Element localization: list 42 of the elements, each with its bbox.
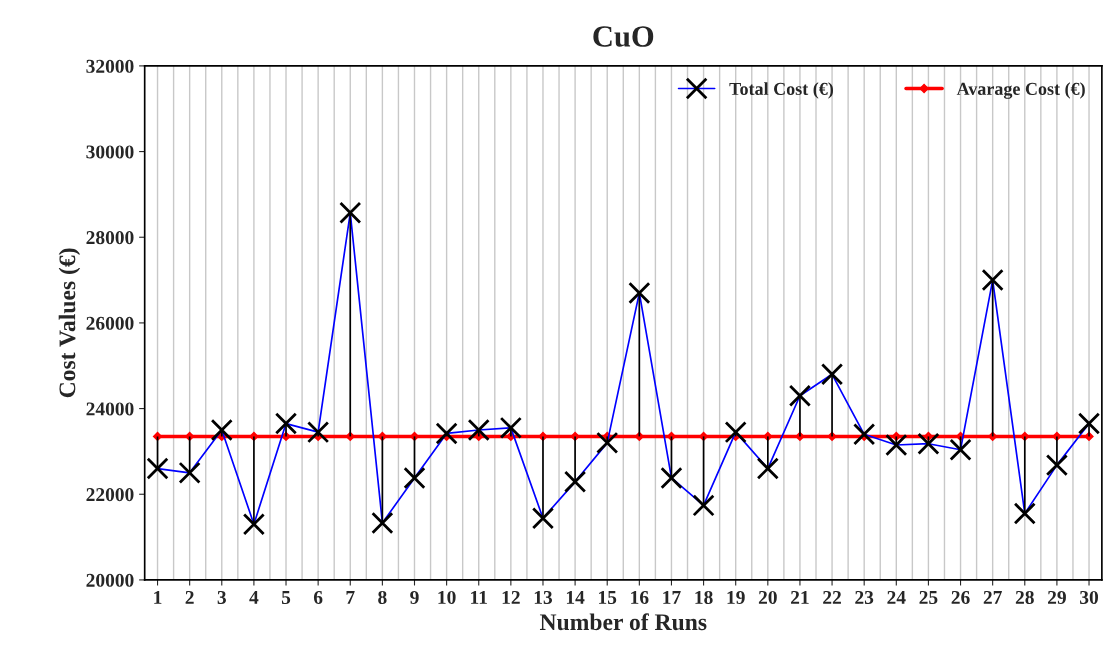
x-tick-label: 23	[855, 590, 874, 605]
y-tick-label: 20000	[86, 573, 134, 587]
x-axis-title: Number of Runs	[539, 613, 707, 631]
legend-label: Avarage Cost (€)	[956, 82, 1085, 99]
x-tick-label: 18	[695, 590, 713, 605]
x-tick-label: 11	[471, 590, 487, 604]
x-tick-label: 12	[502, 590, 520, 604]
x-tick-label: 16	[631, 590, 649, 605]
y-tick-label: 26000	[86, 316, 134, 330]
x-tick-label: 1	[154, 590, 162, 604]
x-tick-label: 25	[919, 590, 938, 605]
y-tick-label: 24000	[86, 402, 134, 416]
x-tick-label: 2	[185, 590, 194, 604]
x-tick-label: 3	[217, 590, 226, 605]
x-tick-label: 30	[1080, 590, 1098, 605]
y-tick-label: 22000	[86, 488, 134, 502]
y-tick-label: 32000	[86, 59, 134, 73]
x-tick-label: 19	[727, 590, 745, 605]
x-tick-label: 6	[313, 590, 323, 605]
legend-label: Total Cost (€)	[729, 82, 834, 99]
x-tick-label: 21	[791, 590, 809, 604]
x-tick-label: 7	[346, 591, 355, 604]
x-tick-label: 27	[983, 590, 1002, 604]
x-tick-label: 29	[1048, 590, 1066, 605]
x-tick-label: 28	[1015, 590, 1034, 605]
x-tick-label: 14	[566, 590, 585, 604]
x-tick-label: 22	[823, 590, 841, 604]
y-axis-title: Cost Values (€)	[58, 248, 81, 398]
x-tick-label: 24	[887, 590, 906, 604]
x-tick-label: 15	[599, 590, 617, 605]
x-tick-label: 4	[249, 591, 259, 604]
x-tick-label: 17	[663, 590, 681, 604]
x-tick-label: 9	[410, 590, 419, 605]
x-tick-label: 26	[951, 590, 970, 605]
x-tick-label: 5	[281, 591, 291, 605]
y-tick-label: 28000	[86, 231, 134, 245]
x-tick-label: 20	[758, 590, 777, 605]
chart-title: CuO	[593, 26, 654, 47]
x-tick-label: 8	[378, 590, 387, 605]
x-tick-label: 13	[534, 590, 553, 605]
y-tick-label: 30000	[86, 145, 134, 159]
x-tick-label: 10	[438, 590, 456, 605]
